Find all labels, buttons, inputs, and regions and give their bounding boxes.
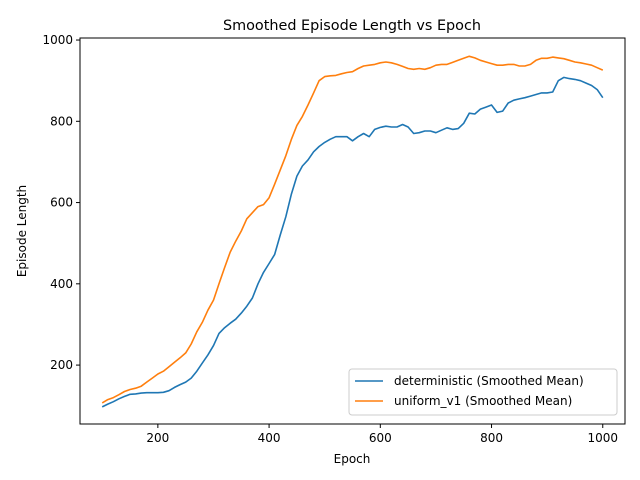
x-axis-ticks: 200 400 600 800 1000 [146,424,618,445]
chart-title: Smoothed Episode Length vs Epoch [223,18,481,34]
x-tick-label: 200 [146,431,169,445]
y-tick-label: 800 [50,114,73,128]
x-tick-label: 1000 [587,431,618,445]
y-tick-label: 600 [50,196,73,210]
legend-box [348,368,618,416]
legend: deterministic (Smoothed Mean) uniform_v1… [348,368,618,416]
y-axis-label: Episode Length [15,185,29,277]
legend-label-uniform-v1: uniform_v1 (Smoothed Mean) [394,394,572,408]
x-tick-label: 400 [258,431,281,445]
x-axis-label: Epoch [334,452,371,466]
y-tick-label: 400 [50,277,73,291]
y-axis-ticks: 200 400 600 800 1000 [42,33,80,372]
series-line-deterministic [101,76,604,408]
y-tick-label: 200 [50,358,73,372]
x-tick-label: 600 [369,431,392,445]
y-tick-label: 1000 [42,33,73,47]
x-tick-label: 800 [480,431,503,445]
plot-area [101,55,604,408]
series-line-uniform-v1 [101,55,604,404]
axes-frame [79,37,626,425]
legend-label-deterministic: deterministic (Smoothed Mean) [394,374,584,388]
